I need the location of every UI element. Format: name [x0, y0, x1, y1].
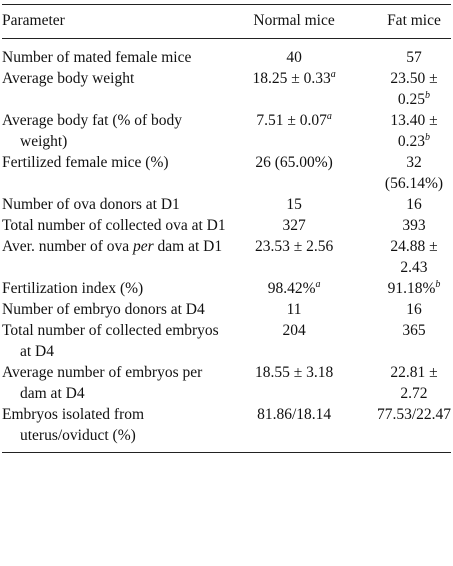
table-cell: 77.53/22.47 — [376, 404, 451, 453]
table-row: Total number of collected embryos at D4 2… — [2, 320, 451, 362]
table-row: Number of ova donors at D1 15 16 — [2, 194, 451, 215]
table-row: Average body weight 18.25 ± 0.33a 23.50 ± … — [2, 68, 451, 110]
significance-mark: b — [435, 279, 441, 290]
cell-text: dam at D1 — [153, 238, 223, 255]
table-cell: Total number of collected embryos at D4 — [2, 322, 219, 360]
cell-value: 7.51 ± 0.07 — [256, 112, 327, 129]
table-cell: Number of ova donors at D1 — [2, 196, 180, 213]
table-cell: 16 — [406, 196, 422, 213]
table-cell: 365 — [402, 322, 426, 339]
table-body: Number of mated female mice 40 57 Average b… — [2, 39, 451, 453]
table-row: Average number of embryos per dam at D4 1… — [2, 362, 451, 404]
cell-text: Aver. number of ova — [2, 238, 133, 255]
table-row: Number of embryo donors at D4 11 16 — [2, 299, 451, 320]
significance-mark: b — [425, 90, 431, 101]
table-cell: 15 — [286, 196, 302, 213]
cell-value: 18.25 ± 0.33 — [252, 70, 331, 87]
table-cell: 24.88 ± 2.43 — [390, 238, 438, 276]
table-cell: 7.51 ± 0.07a — [231, 110, 377, 152]
table-cell: 11 — [286, 301, 302, 318]
table-cell: 91.18%b — [377, 278, 451, 299]
table-row: Aver. number of ova per dam at D1 23.53 ±… — [2, 236, 451, 278]
cell-value: 23.50 ± 0.25 — [390, 70, 438, 108]
table-cell: 393 — [402, 217, 426, 234]
table-cell: 204 — [282, 322, 306, 339]
table-cell: 32 (56.14%) — [384, 154, 444, 192]
table-cell: 57 — [406, 49, 422, 66]
table-cell: Fertilization index (%) — [2, 280, 144, 297]
header-cell: Fat mice — [376, 4, 451, 39]
table-cell: Total number of collected ova at D1 — [2, 217, 226, 234]
table-cell: Average number of embryos per dam at D4 — [2, 364, 203, 402]
cell-value: 91.18% — [387, 280, 436, 297]
table-cell: 98.42%a — [231, 278, 377, 299]
significance-mark: a — [315, 279, 321, 290]
significance-mark: b — [425, 132, 431, 143]
table-cell: Aver. number of ova per dam at D1 — [2, 236, 231, 278]
table-cell: 26 (65.00%) — [255, 154, 333, 171]
table-cell: Average body weight — [2, 70, 135, 87]
header-cell: Parameter — [2, 4, 232, 39]
table-row: Fertilized female mice (%) 26 (65.00%) 32 … — [2, 152, 451, 194]
table-row: Number of mated female mice 40 57 — [2, 39, 451, 69]
table-cell: 18.55 ± 3.18 — [254, 364, 334, 381]
table-cell: Number of mated female mice — [2, 49, 192, 66]
table-cell: 23.53 ± 2.56 — [254, 238, 334, 255]
table-cell: Average body fat (% of body weight) — [2, 112, 183, 150]
table-cell: 40 — [286, 49, 302, 66]
table-cell: 18.25 ± 0.33a — [231, 68, 377, 110]
significance-mark: a — [330, 69, 336, 80]
table-row: Embryos isolated from uterus/oviduct (%)… — [2, 404, 451, 453]
header-row: Parameter Normal mice Fat mice — [2, 4, 451, 39]
table-cell: 13.40 ± 0.23b — [377, 110, 451, 152]
header-cell: Normal mice — [231, 4, 377, 39]
significance-mark: a — [326, 111, 332, 122]
cell-value: 13.40 ± 0.23 — [390, 112, 438, 150]
cell-value: 98.42% — [267, 280, 316, 297]
table-row: Average body fat (% of body weight) 7.51 … — [2, 110, 451, 152]
table-cell: Fertilized female mice (%) — [2, 154, 169, 171]
table-cell: 81.86/18.14 — [231, 404, 377, 453]
table-cell: 23.50 ± 0.25b — [377, 68, 451, 110]
table-row: Total number of collected ova at D1 327 39… — [2, 215, 451, 236]
table-cell: Embryos isolated from uterus/oviduct (%) — [2, 404, 232, 453]
table-cell: Number of embryo donors at D4 — [2, 301, 205, 318]
table-cell: 327 — [282, 217, 306, 234]
table-row: Fertilization index (%) 98.42%a 91.18%b — [2, 278, 451, 299]
table-cell: 22.81 ± 2.72 — [390, 364, 438, 402]
table-cell: 16 — [406, 301, 422, 318]
cell-italic: per — [133, 238, 154, 255]
data-table: Parameter Normal mice Fat mice Number of m… — [2, 4, 451, 453]
